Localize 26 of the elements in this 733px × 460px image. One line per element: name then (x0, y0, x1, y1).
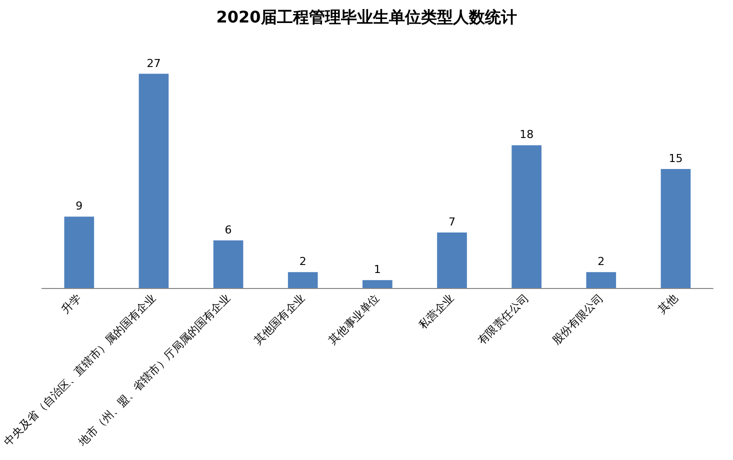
x-tick-label: 其他国有企业 (252, 291, 308, 348)
x-tick-label: 股份有限公司 (550, 291, 606, 348)
data-label: 27 (146, 56, 161, 70)
bar (512, 145, 542, 288)
x-tick-label: 其他事业单位 (326, 291, 382, 348)
chart-title: 2020届工程管理毕业生单位类型人数统计 (216, 8, 517, 26)
x-tick-label: 其他 (656, 291, 680, 316)
data-label: 9 (76, 200, 83, 213)
data-label: 6 (224, 223, 232, 236)
bar (288, 272, 318, 288)
data-label: 7 (448, 215, 456, 228)
x-tick-label: 升学 (58, 291, 84, 316)
bar (660, 169, 691, 288)
data-label: 1 (374, 263, 381, 276)
data-label: 2 (299, 255, 306, 268)
x-tick-label: 私营企业 (416, 291, 457, 332)
data-label: 2 (598, 255, 605, 268)
bar (362, 280, 392, 288)
x-tick-label: 有限责任公司 (475, 291, 532, 348)
bar (586, 272, 616, 288)
bar (437, 232, 467, 288)
bar (138, 74, 169, 288)
bar (213, 240, 244, 288)
bar (64, 216, 94, 288)
data-label: 15 (668, 152, 683, 165)
data-label: 18 (520, 128, 534, 142)
